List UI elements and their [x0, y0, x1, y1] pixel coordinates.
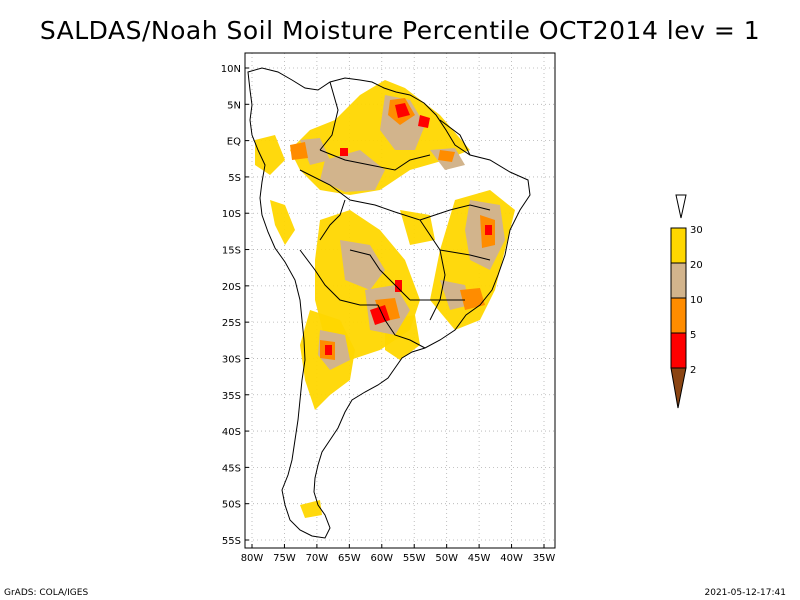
legend-label-5: 5	[690, 330, 696, 341]
legend-swatch-10-20	[670, 262, 687, 299]
lat-label: 15S	[222, 246, 241, 257]
map-title: SALDAS/Noah Soil Moisture Percentile OCT…	[39, 16, 761, 45]
footer-credit: GrADS: COLA/IGES	[4, 588, 89, 598]
lat-label: 5S	[228, 173, 241, 184]
lon-label: 55W	[403, 553, 426, 564]
soil-moisture-shading	[255, 80, 515, 518]
coastlines-and-borders	[247, 67, 531, 539]
lat-label: 5N	[227, 100, 241, 111]
lon-label: 60W	[370, 553, 393, 564]
legend-label-2: 2	[690, 365, 696, 376]
lat-label: 50S	[222, 500, 241, 511]
graticule	[245, 53, 555, 548]
legend-swatch-2-5	[670, 332, 687, 369]
lon-label: 45W	[468, 553, 491, 564]
lat-label: 45S	[222, 463, 241, 474]
legend-label-30: 30	[690, 225, 703, 236]
lat-label: 35S	[222, 391, 241, 402]
lon-label: 80W	[241, 553, 264, 564]
lon-label: 35W	[533, 553, 556, 564]
map-frame	[244, 52, 556, 549]
lon-label: 50W	[435, 553, 458, 564]
legend-arrow-top	[675, 194, 687, 219]
lon-label: 75W	[273, 553, 296, 564]
lat-label: EQ	[227, 137, 241, 148]
legend-swatch-20-30	[670, 227, 687, 264]
lat-label: 10S	[222, 209, 241, 220]
color-legend: 30 20 10 5 2	[670, 194, 703, 409]
lat-label: 25S	[222, 318, 241, 329]
lon-label: 65W	[338, 553, 361, 564]
lat-label: 20S	[222, 282, 241, 293]
legend-swatch-5-10	[670, 297, 687, 334]
footer-timestamp: 2021-05-12-17:41	[704, 588, 787, 598]
legend-arrow-bottom	[670, 367, 687, 409]
lon-label: 40W	[500, 553, 523, 564]
latitude-labels: 10N 5N EQ 5S 10S 15S 20S 25S 30S 35S 40S 45S 50S 55S	[221, 64, 249, 547]
lon-label: 70W	[306, 553, 329, 564]
lat-label: 40S	[222, 427, 241, 438]
lat-label: 30S	[222, 354, 241, 365]
legend-label-20: 20	[690, 260, 703, 271]
lat-label: 55S	[222, 536, 241, 547]
legend-label-10: 10	[690, 295, 703, 306]
lat-label: 10N	[221, 64, 241, 75]
longitude-labels: 80W 75W 70W 65W 60W 55W 50W 45W 40W 35W	[241, 544, 556, 564]
